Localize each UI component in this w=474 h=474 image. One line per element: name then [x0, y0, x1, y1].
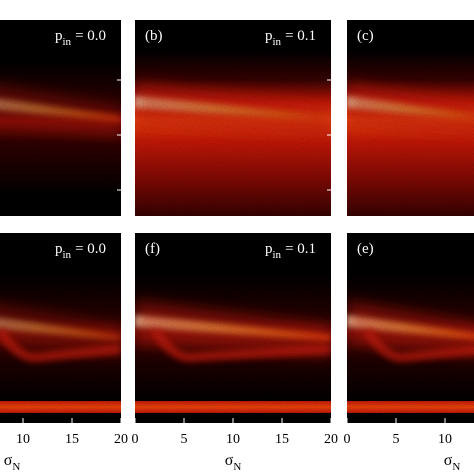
heatmap-noise: [0, 20, 121, 216]
panel-label: (c): [357, 28, 374, 44]
p-in-annotation: pin = 0.0: [55, 28, 106, 48]
panel-tm: (b) pin = 0.1: [135, 20, 331, 216]
panel-label: (b): [145, 28, 163, 44]
panel-bm: (f) pin = 0.1: [135, 233, 331, 423]
heatmap-noise: [135, 233, 331, 423]
x-tick-label: 5: [181, 432, 188, 447]
x-tick-label: 10: [438, 432, 452, 447]
panels: pin = 0.0 (b) pin = 0.1 (c) pin = 0.0 (f) pin = 0.…: [0, 20, 474, 423]
x-tick-label: 10: [16, 432, 30, 447]
panel-label: (f): [145, 241, 160, 257]
heatmap-noise: [347, 233, 474, 423]
x-axis-label: σN: [4, 452, 21, 473]
x-tick-label: 20: [324, 432, 338, 447]
x-axis-label: σN: [225, 452, 242, 473]
panel-bl: pin = 0.0: [0, 233, 121, 423]
x-tick-label: 0: [344, 432, 351, 447]
x-tick-label: 0: [132, 432, 139, 447]
heatmap-noise: [135, 20, 331, 216]
p-in-annotation: pin = 0.1: [265, 28, 316, 48]
panel-tr: (c): [347, 20, 474, 216]
x-tick-label: 10: [226, 432, 240, 447]
panel-label: (e): [357, 241, 374, 257]
heatmap-noise: [347, 20, 474, 216]
x-tick-label: 15: [275, 432, 289, 447]
x-axes: 10 15 20 σN 0 5 10 15 20 σN 0 5 10 σN: [4, 418, 461, 473]
p-in-annotation: pin = 0.1: [265, 241, 316, 261]
x-axis-label: σN: [444, 452, 461, 473]
panel-tl: pin = 0.0: [0, 20, 121, 216]
x-tick-label: 5: [393, 432, 400, 447]
heatmap-noise: [0, 233, 121, 423]
x-tick-label: 20: [114, 432, 128, 447]
p-in-annotation: pin = 0.0: [55, 241, 106, 261]
x-tick-label: 15: [65, 432, 79, 447]
panel-br: (e): [347, 233, 474, 423]
